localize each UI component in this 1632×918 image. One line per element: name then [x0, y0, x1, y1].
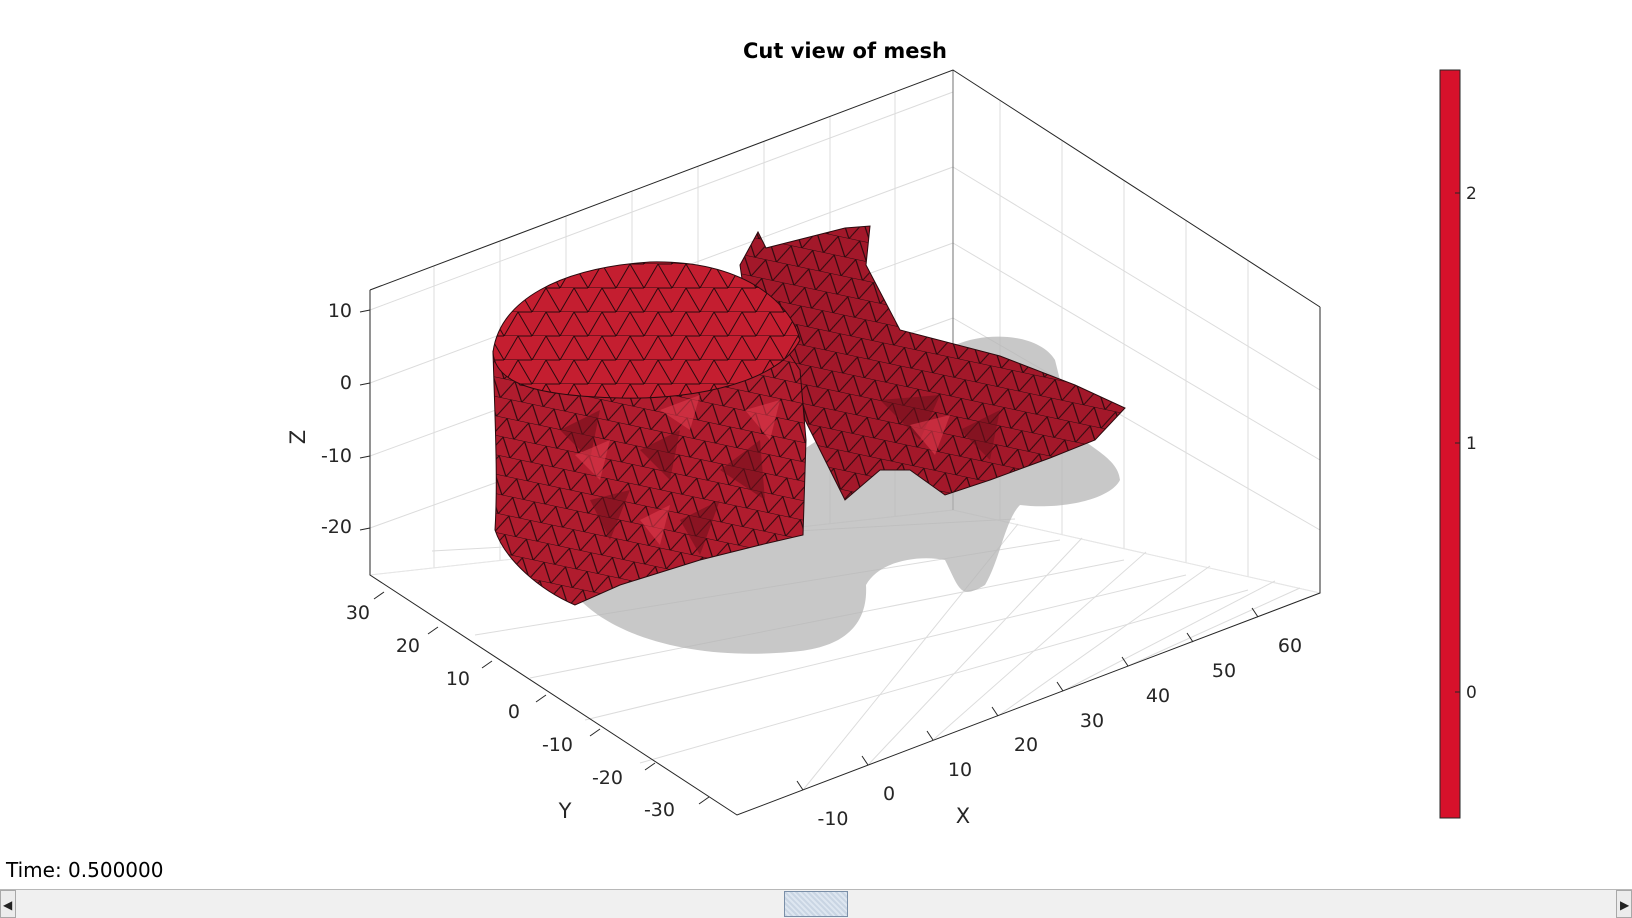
- time-slider[interactable]: ◀ ▶: [0, 889, 1632, 918]
- y-axis-label: Y: [558, 799, 572, 823]
- colorbar-tick-label: 0: [1466, 683, 1477, 703]
- mesh-surface: [492, 225, 1126, 606]
- y-tick-label: -20: [592, 767, 623, 789]
- y-tick-label: 20: [396, 635, 420, 657]
- x-tick-label: -10: [817, 808, 848, 830]
- right-arrow-icon: ▶: [1620, 898, 1630, 912]
- colorbar: 2 1 0: [1439, 69, 1477, 819]
- z-tick-label: 10: [328, 300, 352, 322]
- slider-right-arrow-button[interactable]: ▶: [1616, 890, 1632, 918]
- y-axis: 30 20 10 0 -10 -20 -30 Y: [346, 591, 710, 823]
- x-tick-label: 30: [1080, 710, 1104, 732]
- x-axis-label: X: [956, 804, 970, 828]
- y-tick-label: 10: [446, 668, 470, 690]
- z-axis-label: Z: [286, 430, 310, 444]
- colorbar-tick-label: 1: [1466, 434, 1477, 454]
- x-tick-label: 50: [1212, 660, 1236, 682]
- x-tick-label: 0: [883, 783, 895, 805]
- y-tick-label: 30: [346, 602, 370, 624]
- plot-title: Cut view of mesh: [743, 39, 947, 63]
- slider-thumb[interactable]: [784, 891, 848, 917]
- left-arrow-icon: ◀: [3, 898, 13, 912]
- slider-left-arrow-button[interactable]: ◀: [0, 890, 16, 918]
- x-tick-label: 40: [1146, 685, 1170, 707]
- z-axis: 10 0 -10 -20 Z: [286, 300, 371, 538]
- x-tick-label: 20: [1014, 734, 1038, 756]
- y-tick-label: -10: [542, 734, 573, 756]
- z-tick-label: 0: [340, 372, 352, 394]
- y-tick-label: 0: [508, 701, 520, 723]
- z-tick-label: -20: [321, 516, 352, 538]
- colorbar-tick-label: 2: [1466, 184, 1477, 204]
- x-axis: -10 0 10 20 30 40 50 60 X: [796, 607, 1302, 830]
- x-tick-label: 60: [1278, 635, 1302, 657]
- z-tick-label: -10: [321, 445, 352, 467]
- x-tick-label: 10: [948, 759, 972, 781]
- time-label: Time: 0.500000: [6, 858, 164, 882]
- y-tick-label: -30: [644, 799, 675, 821]
